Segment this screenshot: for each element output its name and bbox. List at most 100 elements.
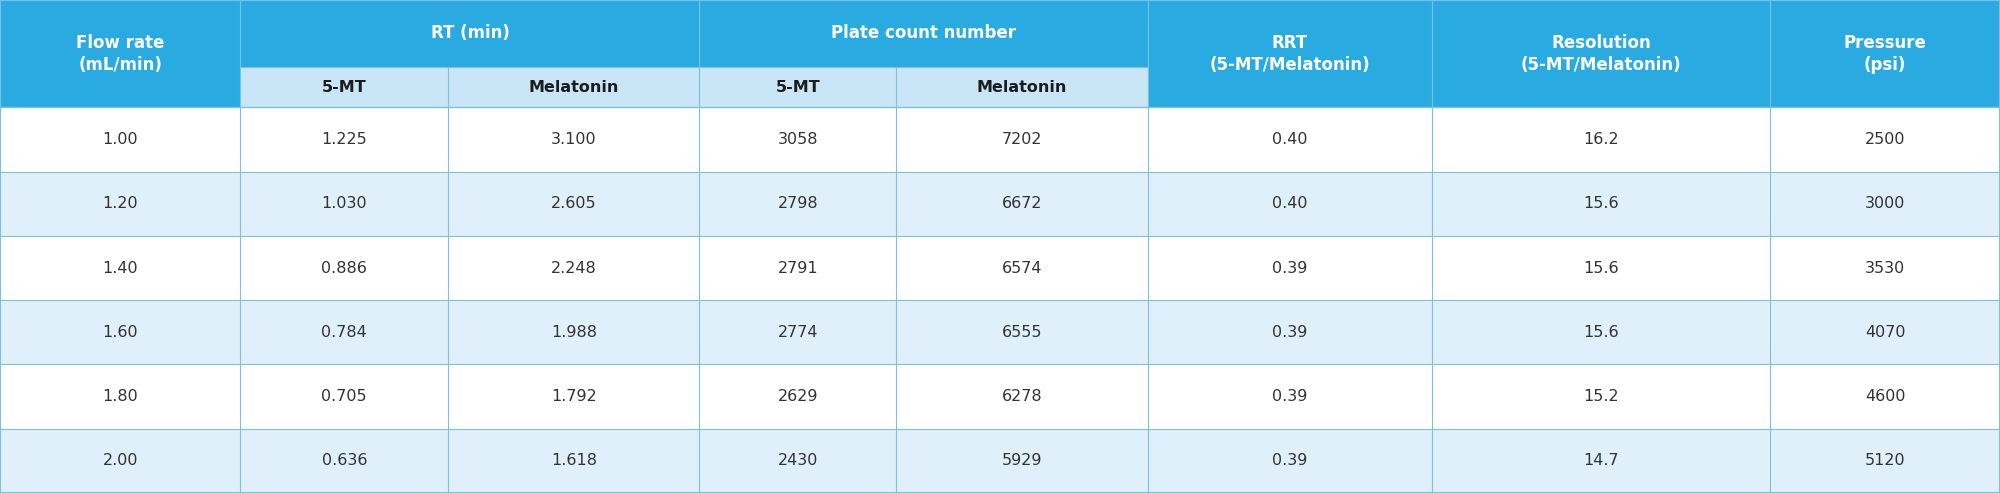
Text: 1.80: 1.80 [102,389,138,404]
Bar [0,0,240,107]
Text: 2774: 2774 [778,325,818,340]
Text: 1.792: 1.792 [550,389,596,404]
Text: 16.2: 16.2 [1584,132,1618,147]
Text: 2.00: 2.00 [102,454,138,468]
Text: 2798: 2798 [778,196,818,211]
Bar [448,67,700,107]
Bar [240,300,448,364]
Text: Plate count number: Plate count number [830,24,1016,42]
Text: 5-MT: 5-MT [776,79,820,95]
Text: 3058: 3058 [778,132,818,147]
Text: 1.00: 1.00 [102,132,138,147]
Text: 5-MT: 5-MT [322,79,366,95]
Bar [1770,300,2000,364]
Text: 7202: 7202 [1002,132,1042,147]
Bar [700,67,896,107]
Bar [1432,300,1770,364]
Text: 6555: 6555 [1002,325,1042,340]
Bar [896,364,1148,429]
Text: 14.7: 14.7 [1584,454,1618,468]
Bar [1770,172,2000,236]
Bar [1432,236,1770,300]
Text: Melatonin: Melatonin [528,79,618,95]
Bar [1770,364,2000,429]
Bar [0,236,240,300]
Bar [240,107,448,172]
Text: 15.6: 15.6 [1584,261,1618,276]
Bar [448,300,700,364]
Bar [448,107,700,172]
Text: RRT
(5-MT/Melatonin): RRT (5-MT/Melatonin) [1210,34,1370,74]
Text: 0.39: 0.39 [1272,261,1308,276]
Bar [0,364,240,429]
Bar [448,364,700,429]
Text: 4070: 4070 [1864,325,1906,340]
Bar [1770,236,2000,300]
Bar [1432,364,1770,429]
Text: 1.988: 1.988 [550,325,596,340]
Text: 15.6: 15.6 [1584,325,1618,340]
Bar [1148,429,1432,493]
Text: RT (min): RT (min) [430,24,510,42]
Bar [1148,236,1432,300]
Bar [896,429,1148,493]
Bar [700,236,896,300]
Bar [448,429,700,493]
Bar [896,107,1148,172]
Text: 15.2: 15.2 [1584,389,1618,404]
Text: 1.030: 1.030 [322,196,368,211]
Bar [1432,107,1770,172]
Bar [1148,172,1432,236]
Text: Flow rate
(mL/min): Flow rate (mL/min) [76,34,164,74]
Text: 6672: 6672 [1002,196,1042,211]
Bar [1770,429,2000,493]
Text: Pressure
(psi): Pressure (psi) [1844,34,1926,74]
Text: 5120: 5120 [1864,454,1906,468]
Text: 0.39: 0.39 [1272,454,1308,468]
Text: 3530: 3530 [1866,261,1906,276]
Bar [1148,300,1432,364]
Bar [240,364,448,429]
Text: 0.39: 0.39 [1272,389,1308,404]
Text: 0.886: 0.886 [322,261,368,276]
Bar [0,429,240,493]
Text: 2430: 2430 [778,454,818,468]
Bar [1770,0,2000,107]
Bar [700,0,1148,67]
Bar [700,429,896,493]
Text: Melatonin: Melatonin [976,79,1068,95]
Bar [240,236,448,300]
Bar [700,172,896,236]
Bar [700,364,896,429]
Text: 2500: 2500 [1864,132,1906,147]
Text: 0.40: 0.40 [1272,132,1308,147]
Bar [1148,364,1432,429]
Text: 2629: 2629 [778,389,818,404]
Bar [896,300,1148,364]
Bar [240,172,448,236]
Bar [896,67,1148,107]
Text: 0.636: 0.636 [322,454,368,468]
Bar [240,67,448,107]
Bar [448,236,700,300]
Text: 3.100: 3.100 [550,132,596,147]
Bar [1432,0,1770,107]
Bar [1432,429,1770,493]
Text: 1.40: 1.40 [102,261,138,276]
Text: 15.6: 15.6 [1584,196,1618,211]
Bar [700,107,896,172]
Bar [240,429,448,493]
Text: 0.39: 0.39 [1272,325,1308,340]
Bar [0,172,240,236]
Bar [1148,107,1432,172]
Text: 2.248: 2.248 [550,261,596,276]
Text: Resolution
(5-MT/Melatonin): Resolution (5-MT/Melatonin) [1520,34,1682,74]
Bar [1148,0,1432,107]
Text: 0.784: 0.784 [322,325,368,340]
Bar [0,107,240,172]
Bar [1770,107,2000,172]
Text: 1.618: 1.618 [550,454,596,468]
Bar [240,0,700,67]
Text: 1.20: 1.20 [102,196,138,211]
Text: 6278: 6278 [1002,389,1042,404]
